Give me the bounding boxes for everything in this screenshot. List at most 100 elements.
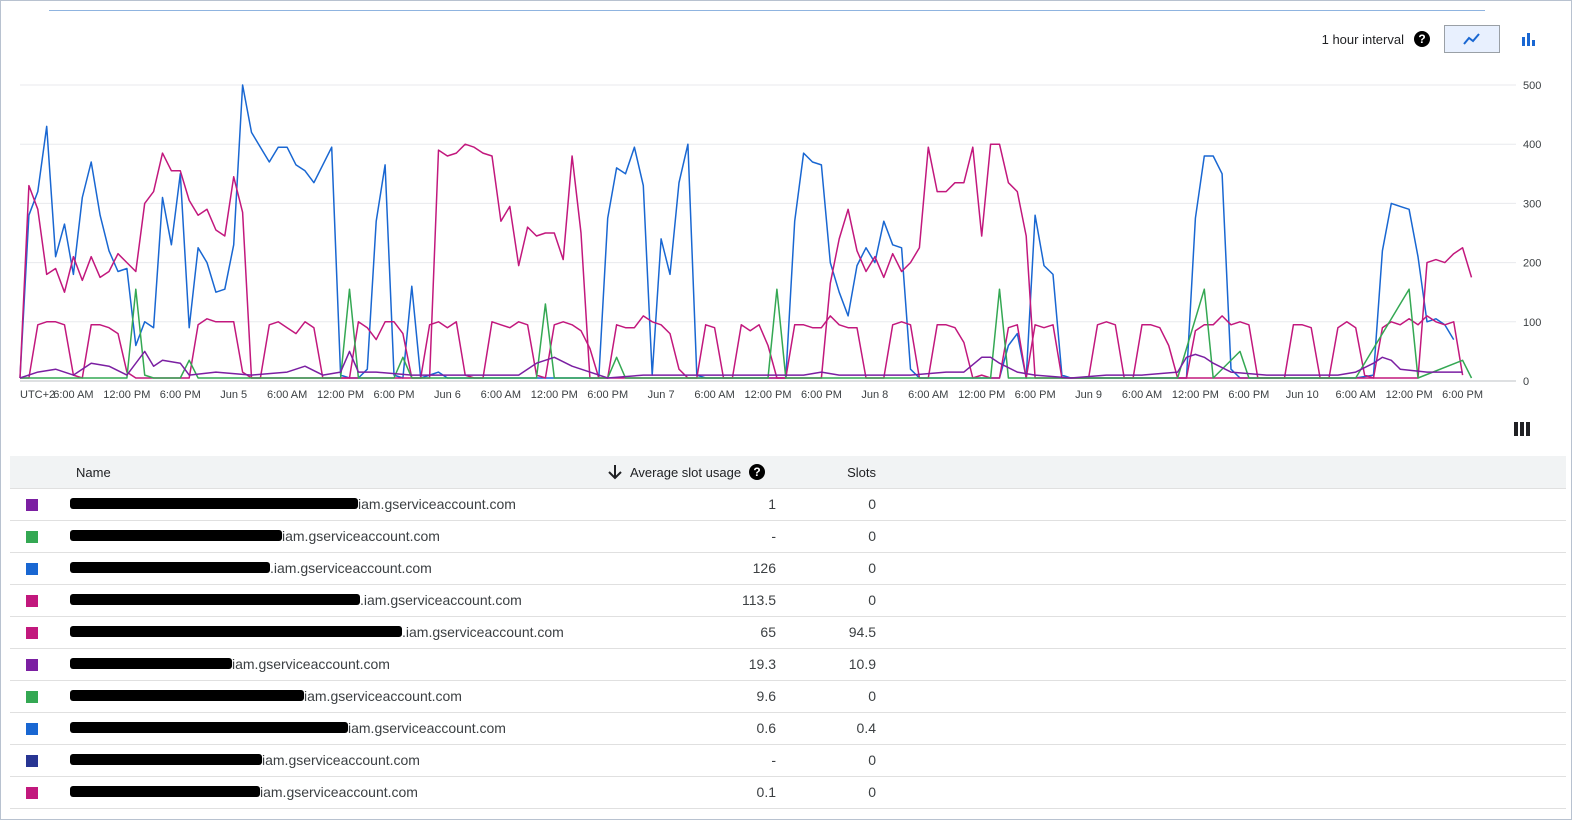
bar-chart-icon: [1522, 33, 1535, 46]
slots-cell: 0: [868, 784, 876, 800]
x-tick-label: 12:00 PM: [531, 389, 578, 401]
series-color-swatch[interactable]: [26, 755, 38, 767]
x-tick-label: 6:00 PM: [1015, 389, 1056, 401]
series-color-swatch[interactable]: [26, 691, 38, 703]
x-tick-label: 12:00 PM: [1172, 389, 1219, 401]
line-chart-view-button[interactable]: [1444, 25, 1500, 53]
service-account-domain: iam.gserviceaccount.com: [304, 688, 462, 704]
redaction-bar: [70, 690, 304, 702]
slots-cell: 0: [868, 560, 876, 576]
service-account-name: iam.gserviceaccount.com: [70, 720, 506, 736]
series-color-swatch[interactable]: [26, 723, 38, 735]
table-row[interactable]: iam.gserviceaccount.com 1 0: [10, 489, 1566, 521]
slots-cell: 0: [868, 688, 876, 704]
redaction-bar: [70, 562, 270, 574]
x-tick-label: 6:00 PM: [1228, 389, 1269, 401]
service-account-domain: iam.gserviceaccount.com: [262, 752, 420, 768]
chart-toolbar: 1 hour interval ?: [1322, 24, 1556, 54]
service-account-domain: iam.gserviceaccount.com: [232, 656, 390, 672]
table-row[interactable]: iam.gserviceaccount.com - 0: [10, 745, 1566, 777]
series-color-swatch[interactable]: [26, 531, 38, 543]
service-account-name: iam.gserviceaccount.com: [70, 688, 462, 704]
table-row[interactable]: iam.gserviceaccount.com - 0: [10, 521, 1566, 553]
redaction-bar: [70, 594, 360, 606]
x-tick-label: 12:00 PM: [103, 389, 150, 401]
service-account-name: .iam.gserviceaccount.com: [70, 624, 564, 640]
table-row[interactable]: .iam.gserviceaccount.com 126 0: [10, 553, 1566, 585]
column-header-name[interactable]: Name: [76, 464, 111, 480]
series-color-swatch[interactable]: [26, 627, 38, 639]
average-slot-usage-cell: 0.1: [756, 784, 776, 800]
service-account-name: iam.gserviceaccount.com: [70, 656, 390, 672]
service-account-name: .iam.gserviceaccount.com: [70, 592, 522, 608]
help-icon[interactable]: ?: [749, 464, 766, 480]
x-tick-label: 12:00 PM: [317, 389, 364, 401]
bar-chart-view-button[interactable]: [1500, 25, 1556, 53]
x-tick-label: 6:00 AM: [267, 389, 307, 401]
slots-cell: 0: [868, 528, 876, 544]
series-color-swatch[interactable]: [26, 563, 38, 575]
series-line: [19, 350, 1463, 379]
service-account-name: iam.gserviceaccount.com: [70, 528, 440, 544]
service-account-domain: iam.gserviceaccount.com: [358, 496, 516, 512]
column-display-toggle-icon[interactable]: [1514, 422, 1530, 438]
x-tick-label: 12:00 PM: [958, 389, 1005, 401]
series-line: [19, 84, 1455, 379]
x-tick-label: 6:00 PM: [1442, 389, 1483, 401]
x-tick-label: 12:00 PM: [1386, 389, 1433, 401]
slots-cell: 94.5: [848, 624, 876, 640]
column-header-average-label: Average slot usage: [630, 464, 742, 480]
service-account-domain: .iam.gserviceaccount.com: [360, 592, 522, 608]
service-account-domain: iam.gserviceaccount.com: [348, 720, 506, 736]
y-tick-label: 500: [1523, 80, 1541, 92]
table-row[interactable]: iam.gserviceaccount.com 9.6 0: [10, 681, 1566, 713]
x-tick-label: 6:00 AM: [53, 389, 93, 401]
x-tick-label: Jun 10: [1286, 389, 1319, 401]
average-slot-usage-cell: 113.5: [742, 592, 776, 608]
interval-label[interactable]: 1 hour interval: [1321, 31, 1404, 47]
x-tick-label: 6:00 AM: [694, 389, 734, 401]
series-line: [20, 288, 1473, 379]
column-header-average-slot-usage[interactable]: Average slot usage ?: [608, 464, 772, 480]
x-tick-label: 6:00 PM: [160, 389, 201, 401]
table-row[interactable]: iam.gserviceaccount.com 19.3 10.9: [10, 649, 1566, 681]
slots-cell: 0: [868, 752, 876, 768]
x-tick-label: UTC+2: [20, 389, 55, 401]
service-account-name: iam.gserviceaccount.com: [70, 752, 420, 768]
service-account-domain: .iam.gserviceaccount.com: [270, 560, 432, 576]
average-slot-usage-cell: 19.3: [748, 656, 776, 672]
chart-view-toggle: [1444, 25, 1556, 53]
table-row[interactable]: iam.gserviceaccount.com 0.1 0: [10, 777, 1566, 809]
slots-cell: 10.9: [848, 656, 876, 672]
x-tick-label: 6:00 PM: [587, 389, 628, 401]
y-tick-label: 0: [1523, 376, 1529, 388]
x-tick-label: Jun 6: [434, 389, 461, 401]
table-row[interactable]: .iam.gserviceaccount.com 113.5 0: [10, 585, 1566, 617]
y-tick-label: 100: [1523, 317, 1541, 329]
average-slot-usage-cell: 0.6: [756, 720, 776, 736]
slots-cell: 0.4: [856, 720, 876, 736]
x-tick-label: 6:00 PM: [374, 389, 415, 401]
series-color-swatch[interactable]: [26, 595, 38, 607]
table-row[interactable]: .iam.gserviceaccount.com 65 94.5: [10, 617, 1566, 649]
y-tick-label: 200: [1523, 258, 1541, 270]
y-tick-label: 400: [1523, 139, 1541, 151]
table-row[interactable]: iam.gserviceaccount.com 0.6 0.4: [10, 713, 1566, 745]
slots-cell: 0: [868, 496, 876, 512]
help-icon[interactable]: ?: [1414, 31, 1430, 47]
series-color-swatch[interactable]: [26, 659, 38, 671]
series-color-swatch[interactable]: [26, 787, 38, 799]
slots-cell: 0: [868, 592, 876, 608]
redaction-bar: [70, 498, 358, 510]
series-line: [20, 315, 1464, 379]
x-tick-label: 6:00 PM: [801, 389, 842, 401]
x-tick-label: 12:00 PM: [744, 389, 791, 401]
service-account-name: iam.gserviceaccount.com: [70, 784, 418, 800]
redaction-bar: [70, 722, 348, 734]
redaction-bar: [70, 626, 402, 638]
service-account-domain: iam.gserviceaccount.com: [260, 784, 418, 800]
column-header-slots[interactable]: Slots: [847, 464, 876, 480]
line-chart-icon: [1463, 33, 1480, 45]
series-color-swatch[interactable]: [26, 499, 38, 511]
